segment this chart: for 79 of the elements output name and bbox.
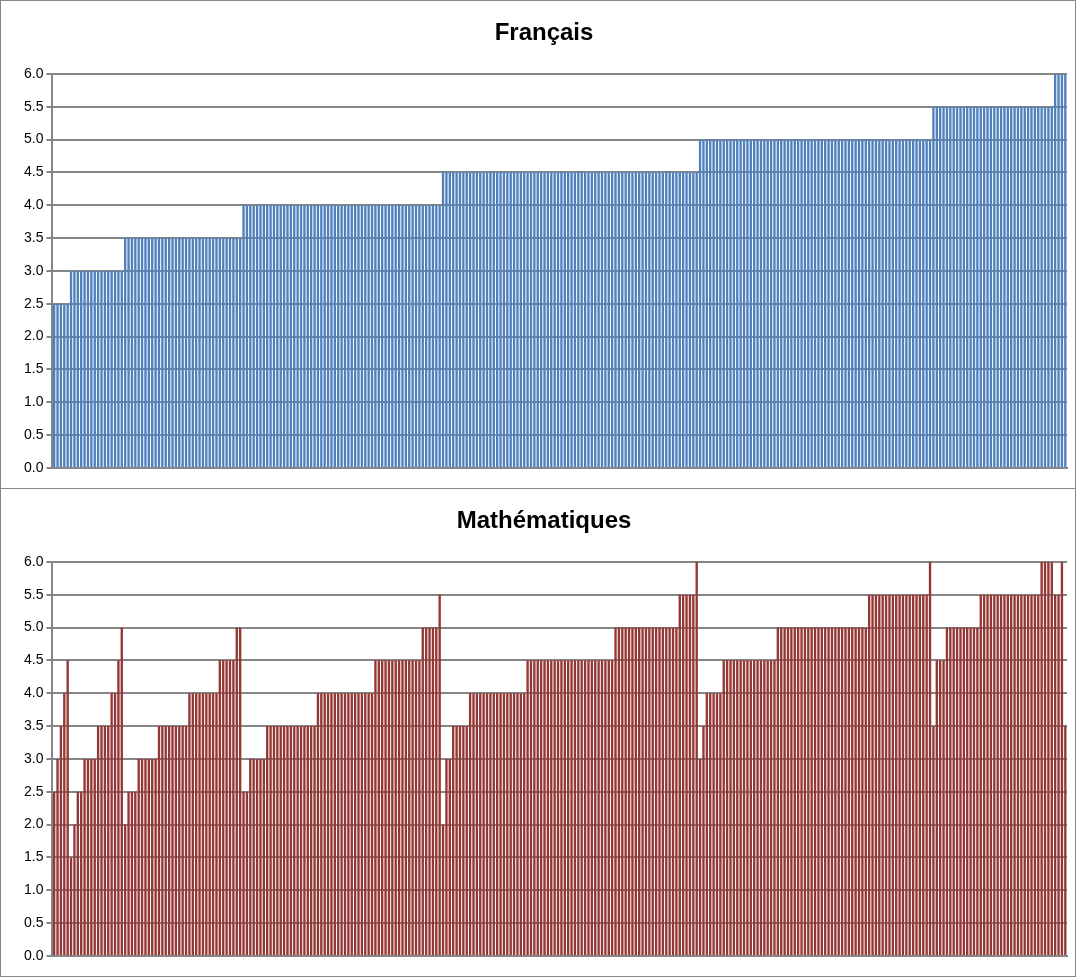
y-tick-label: 0.0 bbox=[23, 458, 44, 475]
y-tick-label: 4.0 bbox=[23, 684, 44, 701]
y-tick-label: 4.0 bbox=[23, 196, 44, 213]
y-tick-label: 1.0 bbox=[23, 881, 44, 898]
y-tick-label: 3.5 bbox=[23, 228, 44, 245]
bar bbox=[110, 693, 113, 955]
bar bbox=[1040, 561, 1043, 955]
bar bbox=[127, 791, 130, 955]
bar bbox=[286, 726, 289, 955]
bar bbox=[587, 660, 590, 955]
bar bbox=[242, 205, 245, 467]
bar bbox=[543, 172, 546, 467]
y-tick-label: 0.0 bbox=[23, 946, 44, 963]
bar bbox=[844, 627, 847, 955]
bar bbox=[66, 660, 69, 955]
y-tick-label: 5.0 bbox=[23, 618, 44, 635]
bar bbox=[543, 660, 546, 955]
y-tick-label: 2.0 bbox=[23, 327, 44, 344]
y-tick-label: 5.5 bbox=[23, 585, 44, 602]
y-tick-label: 0.5 bbox=[23, 426, 44, 443]
y-tick-label: 3.0 bbox=[23, 749, 44, 766]
y-tick-label: 3.5 bbox=[23, 716, 44, 733]
bar bbox=[915, 594, 918, 955]
bar bbox=[144, 238, 147, 467]
bar bbox=[1030, 594, 1033, 955]
bar bbox=[330, 205, 333, 467]
y-tick-label: 4.5 bbox=[23, 163, 44, 180]
y-tick-label: 2.5 bbox=[23, 782, 44, 799]
bar bbox=[729, 660, 732, 955]
y-tick-label: 1.0 bbox=[23, 393, 44, 410]
y-tick-label: 2.5 bbox=[23, 294, 44, 311]
chart-title: Français bbox=[494, 18, 594, 46]
bar bbox=[959, 627, 962, 955]
bar bbox=[428, 627, 431, 955]
y-tick-label: 1.5 bbox=[23, 848, 44, 865]
bar bbox=[83, 758, 86, 955]
chart-title: Mathématiques bbox=[456, 506, 632, 534]
bar bbox=[56, 303, 59, 467]
bar bbox=[472, 693, 475, 955]
y-tick-label: 6.0 bbox=[23, 64, 44, 81]
y-tick-label: 4.5 bbox=[23, 651, 44, 668]
bar bbox=[171, 726, 174, 955]
bar bbox=[526, 660, 529, 955]
bar bbox=[428, 205, 431, 467]
bar bbox=[800, 139, 803, 467]
bar bbox=[438, 594, 441, 955]
bar bbox=[614, 627, 617, 955]
bar bbox=[800, 627, 803, 955]
bar bbox=[330, 693, 333, 955]
bar bbox=[587, 172, 590, 467]
bar bbox=[472, 172, 475, 467]
bar bbox=[286, 205, 289, 467]
y-tick-label: 1.5 bbox=[23, 360, 44, 377]
bar bbox=[844, 139, 847, 467]
bar bbox=[357, 693, 360, 955]
bar bbox=[100, 726, 103, 955]
y-tick-label: 5.0 bbox=[23, 130, 44, 147]
bar bbox=[401, 660, 404, 955]
bar bbox=[357, 205, 360, 467]
y-tick-label: 2.0 bbox=[23, 815, 44, 832]
y-tick-label: 0.5 bbox=[23, 914, 44, 931]
bar bbox=[614, 172, 617, 467]
y-tick-label: 6.0 bbox=[23, 552, 44, 569]
bar bbox=[658, 172, 661, 467]
bar bbox=[959, 106, 962, 467]
bar bbox=[729, 139, 732, 467]
bar bbox=[401, 205, 404, 467]
bar bbox=[658, 627, 661, 955]
bar bbox=[915, 139, 918, 467]
bar bbox=[171, 238, 174, 467]
bar bbox=[986, 594, 989, 955]
bar bbox=[144, 758, 147, 955]
bar bbox=[986, 106, 989, 467]
bar bbox=[215, 238, 218, 467]
y-tick-label: 3.0 bbox=[23, 261, 44, 278]
bar bbox=[773, 139, 776, 467]
y-tick-label: 5.5 bbox=[23, 97, 44, 114]
bar bbox=[1030, 106, 1033, 467]
bar bbox=[100, 270, 103, 467]
